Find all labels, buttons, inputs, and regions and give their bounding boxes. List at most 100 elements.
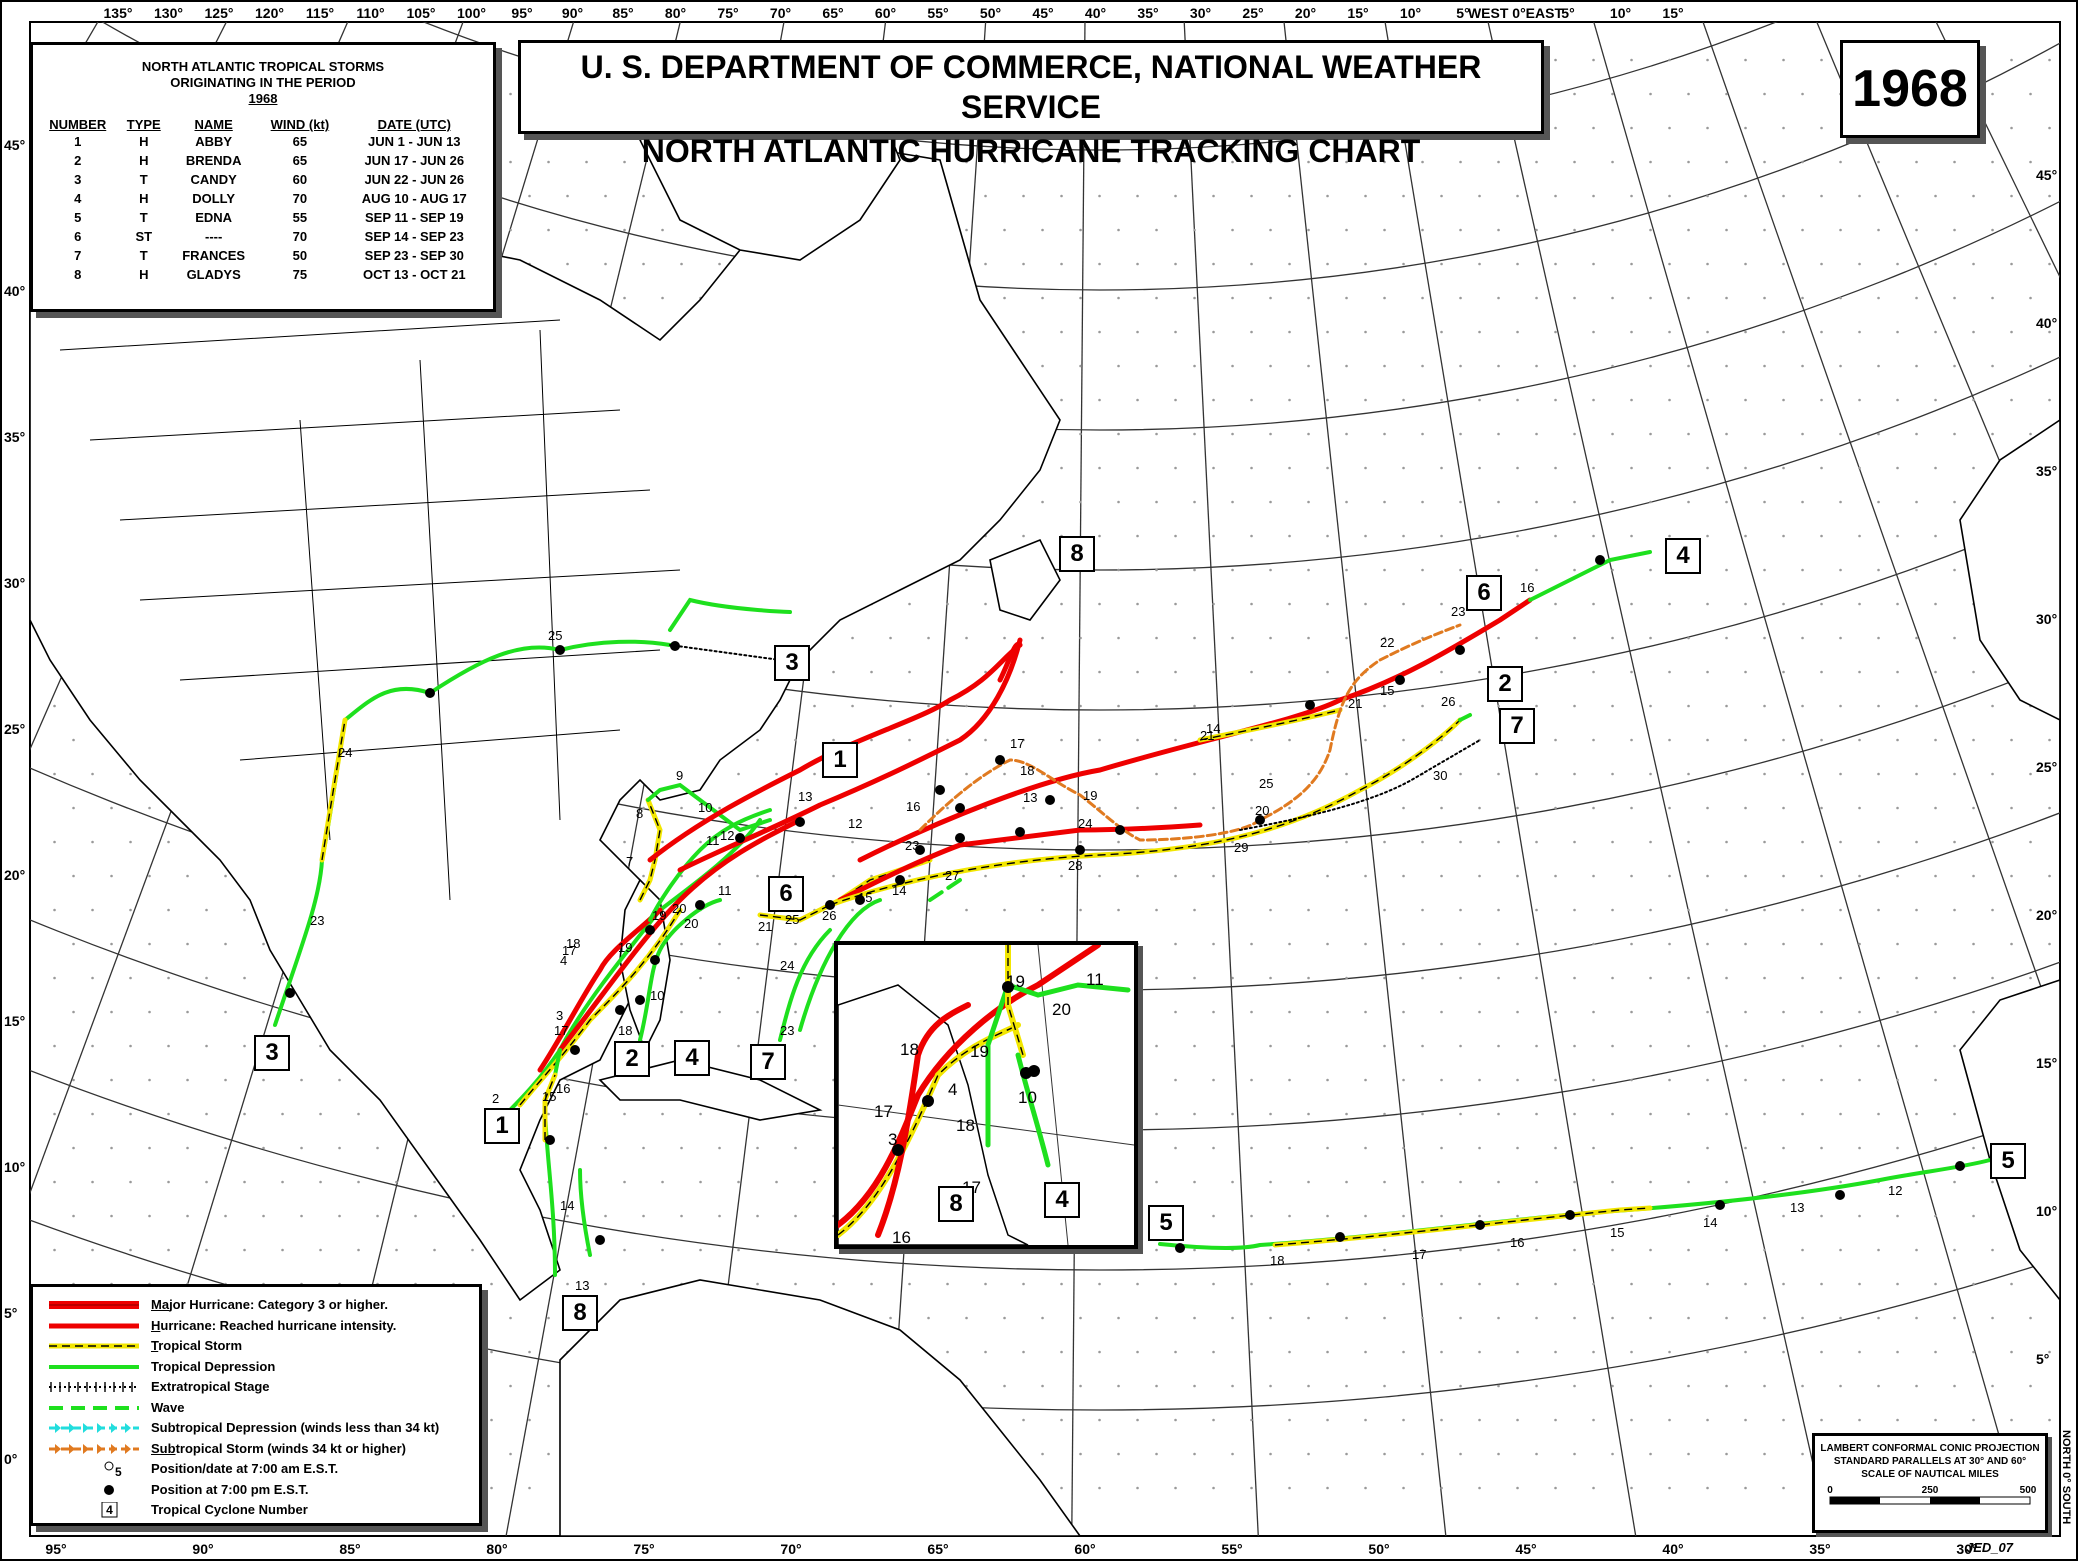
legend-row-sd: Subtropical Depression (winds less than … [33,1418,473,1438]
legend-sample-wave [49,1405,139,1410]
pm-position [555,645,565,655]
legend-label-text: Tropical Cyclone Number [151,1502,308,1517]
track-ts-center [544,1074,556,1140]
date-label: 11 [706,833,720,848]
projection-line1: LAMBERT CONFORMAL CONIC PROJECTION [1820,1443,2040,1454]
scale-label-500: 500 [2020,1485,2037,1496]
top-axis-label: 125° [205,5,234,21]
scale-bar: 0 250 500 [1827,1485,2037,1505]
bottom-axis-label: 95° [45,1541,66,1557]
bottom-axis-label: 75° [633,1541,654,1557]
cyclone-number-box: 4 [1665,538,1701,574]
cyclone-number-box: 5 [1990,1143,2026,1179]
africa [1959,978,2061,1303]
date-label: 24 [338,745,352,760]
table-header-2: NAME [194,117,233,132]
top-axis-label: 110° [356,5,384,21]
date-label: 15 [858,890,872,905]
table-cell: T [139,248,148,263]
date-label: 17 [554,1023,568,1038]
date-label: 15 [542,1089,556,1104]
date-label: 18 [566,936,580,951]
pm-position [1045,795,1055,805]
date-label: 19 [618,940,632,955]
projection-line3: SCALE OF NAUTICAL MILES [1861,1469,1999,1480]
legend-label: Tropical Storm [151,1338,242,1354]
inset-date-label: 18 [900,1040,919,1059]
pm-position [615,1005,625,1015]
date-label: 22 [1380,635,1394,650]
date-label: 13 [575,1278,589,1293]
credit-label: JED_07 [1966,1540,2013,1555]
date-label: 26 [822,908,836,923]
table-header-3: WIND (kt) [270,117,330,132]
date-label: 15 [1380,683,1394,698]
table-row: 3 T CANDY 60 JUN 22 - JUN 26 [37,170,487,189]
top-axis-label: 10° [1400,5,1421,21]
pm-position [570,1045,580,1055]
inset-track-td [985,981,1131,1148]
right-axis-label: 10° [2036,1203,2057,1219]
date-label: 13 [1023,790,1037,805]
table-cell: DOLLY [192,191,236,206]
table-cell: 5 [74,210,82,225]
date-label: 17 [562,943,576,958]
legend-label: Subtropical Depression (winds less than … [151,1420,439,1436]
table-row: 6 ST ---- 70 SEP 14 - SEP 23 [37,227,487,246]
top-axis-label: 115° [306,5,334,21]
date-label: 14 [892,883,906,898]
inset-pm-position [922,1095,934,1107]
table-cell: 60 [292,172,308,187]
right-axis-label: 15° [2036,1055,2057,1071]
top-axis-label: WEST 0°EAST [1468,5,1564,21]
bottom-axis-label: 30° [1956,1541,1977,1557]
date-label: 10 [650,988,664,1003]
table-cell: H [139,134,149,149]
legend-row-et: Extratropical Stage [33,1377,473,1397]
table-cell: T [139,172,148,187]
left-axis-label: 5° [4,1305,17,1321]
title-line2: NORTH ATLANTIC HURRICANE TRACKING CHART [641,133,1421,169]
date-label: 24 [780,958,794,973]
date-label: 17 [1412,1247,1426,1262]
legend-label-text: urricane: Reached hurricane intensity. [160,1317,397,1333]
date-label: 30 [1433,768,1447,783]
right-axis-label: 30° [2036,611,2057,627]
pm-position [285,988,295,998]
left-axis-label: 35° [4,429,25,445]
date-label: 2 [492,1091,499,1106]
inset-date-label: 3 [888,1130,897,1149]
top-axis-label: 80° [665,5,686,21]
table-cell: 55 [292,210,308,225]
date-label: 21 [1348,696,1362,711]
table-cell: JUN 1 - JUN 13 [368,134,461,149]
cyclone-number-box: 3 [774,645,810,681]
pm-position [1715,1200,1725,1210]
date-label: 23 [905,838,919,853]
date-label: 16 [556,1081,570,1096]
table-cell: 70 [292,229,308,244]
table-cell: ABBY [195,134,233,149]
pm-position [545,1135,555,1145]
track-td [778,928,832,1042]
date-label: 21 [1200,728,1214,743]
pm-position [895,875,905,885]
top-longitude-labels: 135° 130° 125° 120° 115° 110° 105° 100° 95° 90° 85… [104,5,1684,21]
pm-position [1335,1232,1345,1242]
pm-position [935,785,945,795]
track-et [669,644,781,661]
track-ts-center [1199,709,1341,741]
left-axis-label: 25° [4,721,25,737]
top-axis-label: 70° [770,5,791,21]
legend-sample-td [49,1364,139,1369]
left-axis-label: 15° [4,1013,25,1029]
bottom-axis-label: 90° [192,1541,213,1557]
table-cell: 8 [74,267,82,282]
date-label: 12 [720,828,734,843]
date-label: 7 [626,854,633,869]
cyclone-number-box: 8 [1059,536,1095,572]
top-axis-label: 75° [717,5,738,21]
track-ss [918,623,1462,842]
legend-row-ts: Tropical Storm [33,1336,473,1356]
table-cell: T [139,210,148,225]
